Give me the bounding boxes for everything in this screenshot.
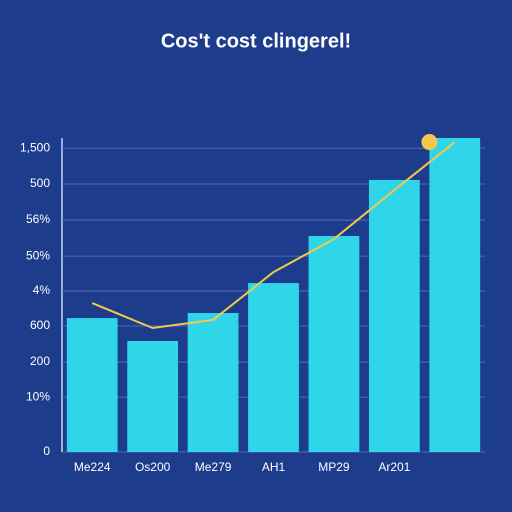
y-tick-label: 500	[30, 176, 50, 190]
line-end-marker	[421, 134, 438, 151]
x-tick-label: AH1	[262, 460, 286, 474]
y-tick-label: 10%	[26, 389, 50, 403]
bar	[187, 313, 239, 452]
y-tick-label: 600	[30, 318, 50, 332]
bar	[248, 283, 299, 452]
y-tick-label: 1,500	[20, 140, 50, 154]
y-tick-label: 56%	[26, 212, 50, 226]
bar	[429, 138, 481, 452]
line	[91, 141, 456, 330]
bar	[368, 179, 420, 452]
bar	[127, 340, 179, 452]
chart-title: Cos't cost clingerel!	[161, 30, 351, 52]
y-tick-label: 0	[43, 444, 50, 458]
bar	[66, 318, 118, 452]
x-tick-label: Me279	[195, 460, 232, 474]
x-tick-label: Ar201	[378, 460, 410, 474]
y-tick-label: 200	[30, 354, 50, 368]
y-tick-label: 50%	[26, 248, 50, 262]
bar	[308, 236, 360, 452]
y-tick-label: 4%	[33, 283, 51, 297]
x-tick-label: MP29	[318, 460, 350, 474]
x-tick-label: Me224	[74, 460, 111, 474]
x-tick-label: Os200	[135, 460, 171, 474]
